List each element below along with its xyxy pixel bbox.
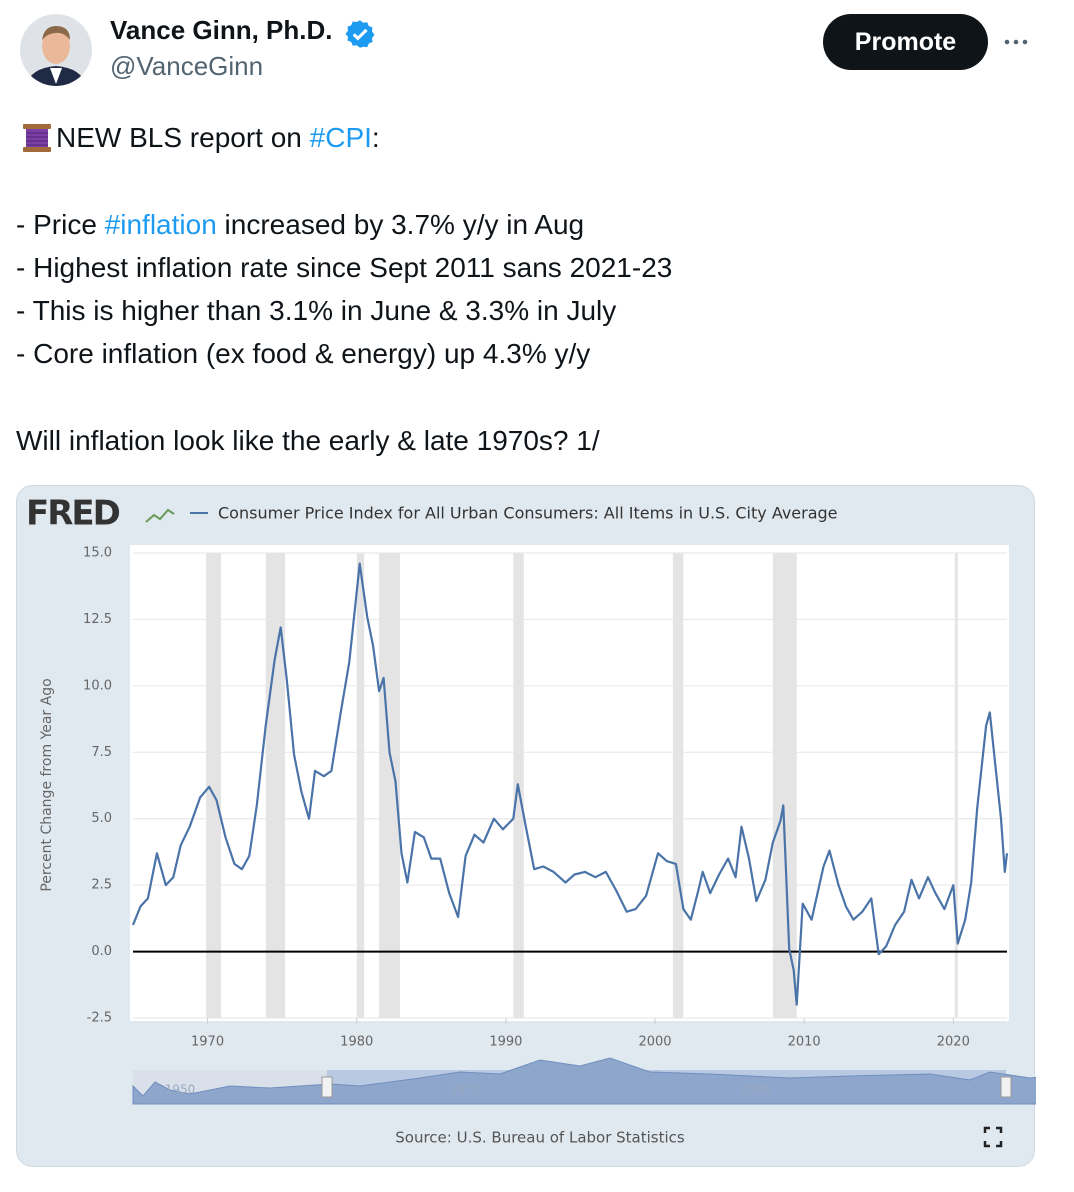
y-tick-label: 12.5 xyxy=(83,612,112,627)
verified-badge xyxy=(345,20,375,48)
y-tick-label: 15.0 xyxy=(83,546,112,561)
y-tick-label: 7.5 xyxy=(91,745,112,760)
x-tick-label: 1980 xyxy=(340,1035,373,1050)
y-tick-label: -2.5 xyxy=(87,1011,112,1026)
recession-band xyxy=(954,553,958,1018)
navigator-handle[interactable] xyxy=(321,1076,333,1098)
legend-label: Consumer Price Index for All Urban Consu… xyxy=(218,504,838,523)
y-axis-label: Percent Change from Year Ago xyxy=(39,678,55,891)
tweet-line: Will inflation look like the early & lat… xyxy=(16,423,600,459)
logo-icon xyxy=(145,508,175,523)
hashtag[interactable]: #CPI xyxy=(309,122,372,153)
navigator-label: 1950 xyxy=(165,1083,196,1097)
recession-band xyxy=(772,553,797,1018)
y-tick-label: 0.0 xyxy=(91,944,112,959)
x-tick-label: 2020 xyxy=(937,1035,970,1050)
tweet-line: - Price #inflation increased by 3.7% y/y… xyxy=(16,207,584,243)
text: - Highest inflation rate since Sept 2011… xyxy=(16,252,673,283)
fred-logo: FRED xyxy=(26,494,120,534)
avatar[interactable] xyxy=(20,14,92,86)
y-tick-label: 10.0 xyxy=(83,678,112,693)
author-name[interactable]: Vance Ginn, Ph.D. xyxy=(110,15,333,45)
tweet-line: NEW BLS report on #CPI: xyxy=(16,120,380,156)
navigator-handle[interactable] xyxy=(1000,1076,1012,1098)
tweet-line: - Core inflation (ex food & energy) up 4… xyxy=(16,336,590,372)
y-tick-label: 2.5 xyxy=(91,878,112,893)
navigator-label: 1975 xyxy=(450,1083,481,1097)
author-handle[interactable]: @VanceGinn xyxy=(110,51,264,81)
navigator-preview xyxy=(132,1057,1036,1105)
tweet-line: - This is higher than 3.1% in June & 3.3… xyxy=(16,293,616,329)
navigator-label: 2000 xyxy=(740,1083,771,1097)
promote-button[interactable]: Promote xyxy=(823,14,988,70)
recession-band xyxy=(379,553,400,1018)
text: : xyxy=(371,122,380,153)
text: - Price xyxy=(16,209,105,240)
tweet-line: - Highest inflation rate since Sept 2011… xyxy=(16,250,672,286)
recession-band xyxy=(206,553,221,1018)
series-line xyxy=(131,562,1009,1006)
text: - Core inflation (ex food & energy) up 4… xyxy=(16,338,591,369)
x-tick-label: 2000 xyxy=(638,1035,671,1050)
hashtag[interactable]: #inflation xyxy=(104,209,217,240)
thread-emoji xyxy=(23,124,51,152)
more-menu[interactable] xyxy=(1003,36,1033,48)
fullscreen-icon[interactable] xyxy=(983,1126,1003,1148)
x-tick-label: 1970 xyxy=(191,1035,224,1050)
text: Will inflation look like the early & lat… xyxy=(16,425,600,456)
recession-band xyxy=(356,553,365,1018)
text: increased by 3.7% y/y in Aug xyxy=(216,209,585,240)
source: Source: U.S. Bureau of Labor Statistics xyxy=(395,1129,685,1147)
chart-card[interactable]: FRED Consumer Price Index for All Urban … xyxy=(16,485,1036,1168)
recession-band xyxy=(265,553,286,1018)
x-tick-label: 2010 xyxy=(788,1035,821,1050)
text: NEW BLS report on xyxy=(56,122,310,153)
recession-band xyxy=(672,553,684,1018)
text: - This is higher than 3.1% in June & 3.3… xyxy=(16,295,617,326)
y-tick-label: 5.0 xyxy=(91,811,112,826)
x-tick-label: 1990 xyxy=(489,1035,522,1050)
